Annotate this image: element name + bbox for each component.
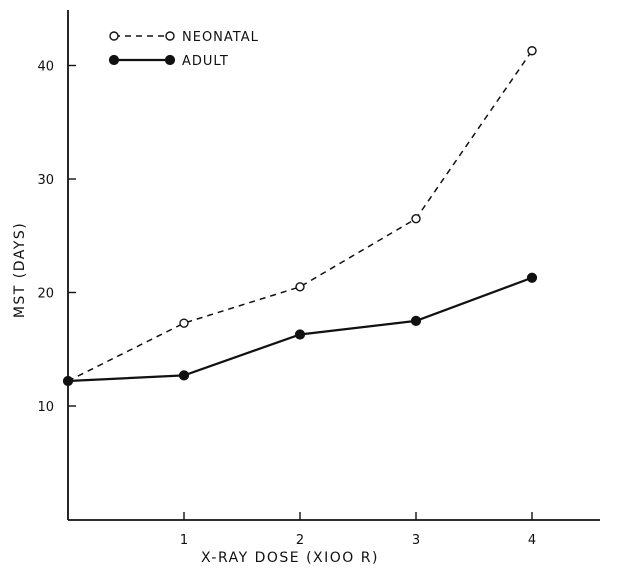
series-line-neonatal: [67, 50, 533, 382]
data-point-neonatal: [295, 282, 305, 292]
legend-marker-adult: [108, 54, 120, 66]
data-point-neonatal: [527, 46, 537, 56]
x-ticks: 1 2 3 4: [180, 512, 536, 548]
legend-marker-neonatal: [109, 31, 119, 41]
series-points: [62, 46, 538, 387]
data-point-adult: [526, 272, 538, 283]
legend: NEONATAL ADULT: [108, 30, 259, 69]
x-tick-label: 4: [528, 533, 536, 548]
y-ticks: 10 20 30 40: [37, 60, 76, 415]
y-tick-label: 10: [37, 400, 54, 415]
x-tick-label: 1: [180, 533, 188, 548]
data-point-adult: [62, 375, 74, 387]
legend-label-adult: ADULT: [182, 54, 229, 69]
data-point-neonatal: [411, 214, 421, 224]
series-line-adult: [67, 276, 533, 383]
x-axis-label: X-RAY DOSE (XIOO R): [201, 550, 379, 566]
x-tick-label: 2: [296, 533, 304, 548]
y-tick-label: 20: [37, 287, 54, 302]
legend-marker-neonatal: [165, 31, 175, 41]
data-point-adult: [294, 329, 306, 340]
data-point-adult: [410, 315, 422, 326]
x-tick-label: 3: [412, 533, 420, 548]
data-point-neonatal: [179, 318, 189, 328]
y-tick-label: 30: [37, 173, 54, 188]
y-tick-label: 40: [37, 60, 54, 75]
data-point-adult: [178, 370, 190, 381]
y-axis-label: MST (DAYS): [12, 222, 28, 318]
legend-label-neonatal: NEONATAL: [182, 30, 259, 45]
plot-area: 1 2 3 4 10 20 30 40: [37, 10, 600, 548]
legend-marker-adult: [164, 54, 176, 66]
